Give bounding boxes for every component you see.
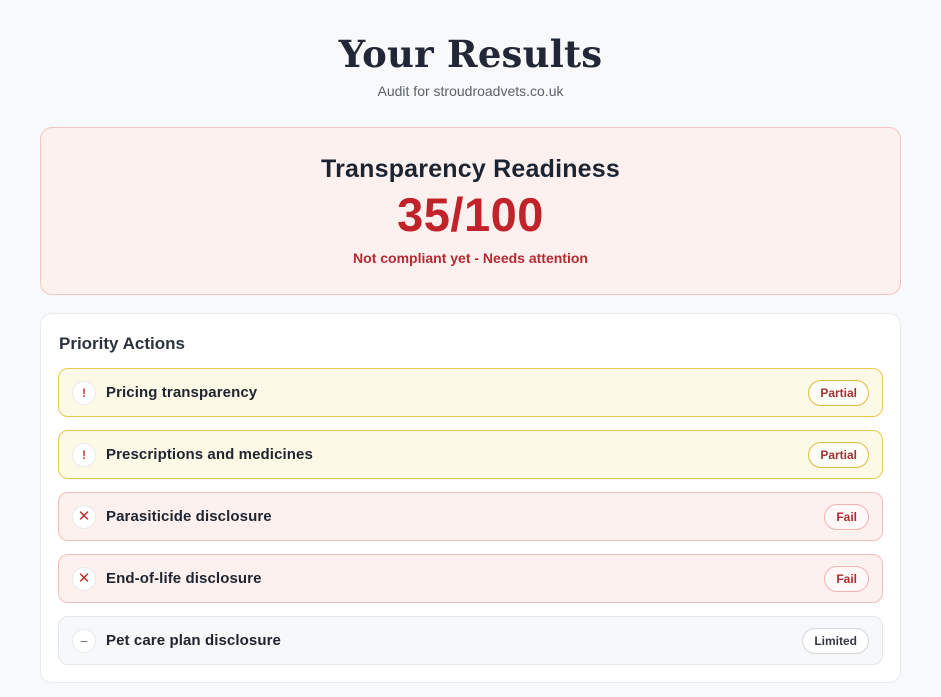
action-item-partial[interactable]: ! Pricing transparency Partial [58, 368, 883, 417]
exclamation-icon: ! [72, 380, 96, 405]
action-item-label: End-of-life disclosure [106, 570, 262, 587]
score-heading: Transparency Readiness [321, 155, 620, 183]
status-icon-glyph: ✕ [77, 508, 91, 525]
status-badge: Partial [808, 441, 869, 468]
status-icon-glyph: ! [82, 447, 86, 462]
status-badge: Fail [824, 503, 869, 530]
minus-icon: − [72, 628, 96, 653]
status-icon-glyph: − [79, 632, 89, 649]
status-badge: Fail [824, 565, 869, 592]
action-item-fail[interactable]: ✕ Parasiticide disclosure Fail [58, 492, 883, 541]
status-badge: Limited [802, 627, 869, 654]
score-value: 35/100 [397, 188, 544, 241]
page-title: Your Results [338, 32, 603, 76]
action-item-limited[interactable]: − Pet care plan disclosure Limited [58, 616, 883, 665]
status-icon-glyph: ✕ [77, 570, 91, 587]
action-item-label: Prescriptions and medicines [106, 446, 313, 463]
exclamation-icon: ! [72, 442, 96, 467]
x-icon: ✕ [72, 566, 96, 591]
action-item-partial[interactable]: ! Prescriptions and medicines Partial [58, 430, 883, 479]
status-badge: Partial [808, 379, 869, 406]
priority-actions-list: ! Pricing transparency Partial ! Prescri… [58, 368, 883, 665]
priority-actions-card: Priority Actions ! Pricing transparency … [40, 313, 901, 683]
status-icon-glyph: ! [82, 385, 86, 400]
action-item-fail[interactable]: ✕ End-of-life disclosure Fail [58, 554, 883, 603]
score-card: Transparency Readiness 35/100 Not compli… [40, 127, 901, 295]
page-subtitle: Audit for stroudroadvets.co.uk [377, 83, 564, 99]
score-status-message: Not compliant yet - Needs attention [353, 250, 588, 266]
priority-actions-heading: Priority Actions [59, 334, 185, 353]
action-item-label: Pricing transparency [106, 384, 258, 401]
action-item-label: Parasiticide disclosure [106, 508, 272, 525]
page-header: Your Results Audit for stroudroadvets.co… [0, 32, 941, 100]
action-item-label: Pet care plan disclosure [106, 632, 281, 649]
x-icon: ✕ [72, 504, 96, 529]
